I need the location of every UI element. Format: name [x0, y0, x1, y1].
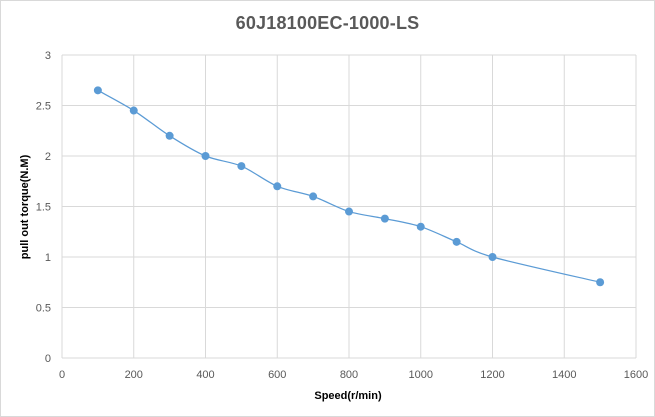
grid-lines [62, 54, 637, 358]
data-point [345, 207, 353, 216]
data-point [201, 152, 210, 160]
y-tick-label: 1.5 [36, 202, 51, 214]
y-tick-label: 1 [45, 252, 51, 264]
data-points [93, 86, 605, 287]
x-tick-label: 1600 [624, 369, 648, 381]
data-point [309, 192, 318, 201]
data-point [129, 106, 138, 115]
x-axis-title: Speed(r/min) [314, 390, 382, 402]
axes [61, 55, 636, 359]
data-point [165, 131, 174, 140]
data-point [596, 278, 605, 287]
y-tick-label: 0 [45, 353, 51, 365]
x-tick-label: 400 [196, 369, 214, 381]
y-axis-title: pull out torque(N.M) [19, 154, 31, 259]
x-tick-label: 1200 [480, 369, 504, 381]
x-tick-label: 0 [59, 369, 65, 381]
data-point [488, 253, 497, 261]
y-tick-label: 2 [45, 151, 51, 163]
data-point [416, 222, 425, 231]
data-point [273, 182, 282, 191]
tick-labels: 0 200 400 600 800 1000 1200 1400 1600 0 0.5 1 1.5 2 2.… [36, 50, 649, 381]
data-point [380, 214, 389, 223]
x-tick-label: 800 [340, 369, 358, 381]
x-tick-label: 600 [268, 369, 286, 381]
chart-title: 60J18100EC-1000-LS [235, 13, 420, 33]
data-point [93, 86, 102, 95]
data-point [237, 162, 246, 171]
x-tick-label: 200 [125, 369, 143, 381]
x-tick-label: 1000 [409, 369, 433, 381]
x-tick-label: 1400 [552, 369, 576, 381]
y-tick-label: 0.5 [36, 303, 51, 315]
y-tick-label: 3 [45, 50, 51, 62]
y-tick-label: 2.5 [36, 101, 51, 113]
data-point [452, 237, 461, 246]
